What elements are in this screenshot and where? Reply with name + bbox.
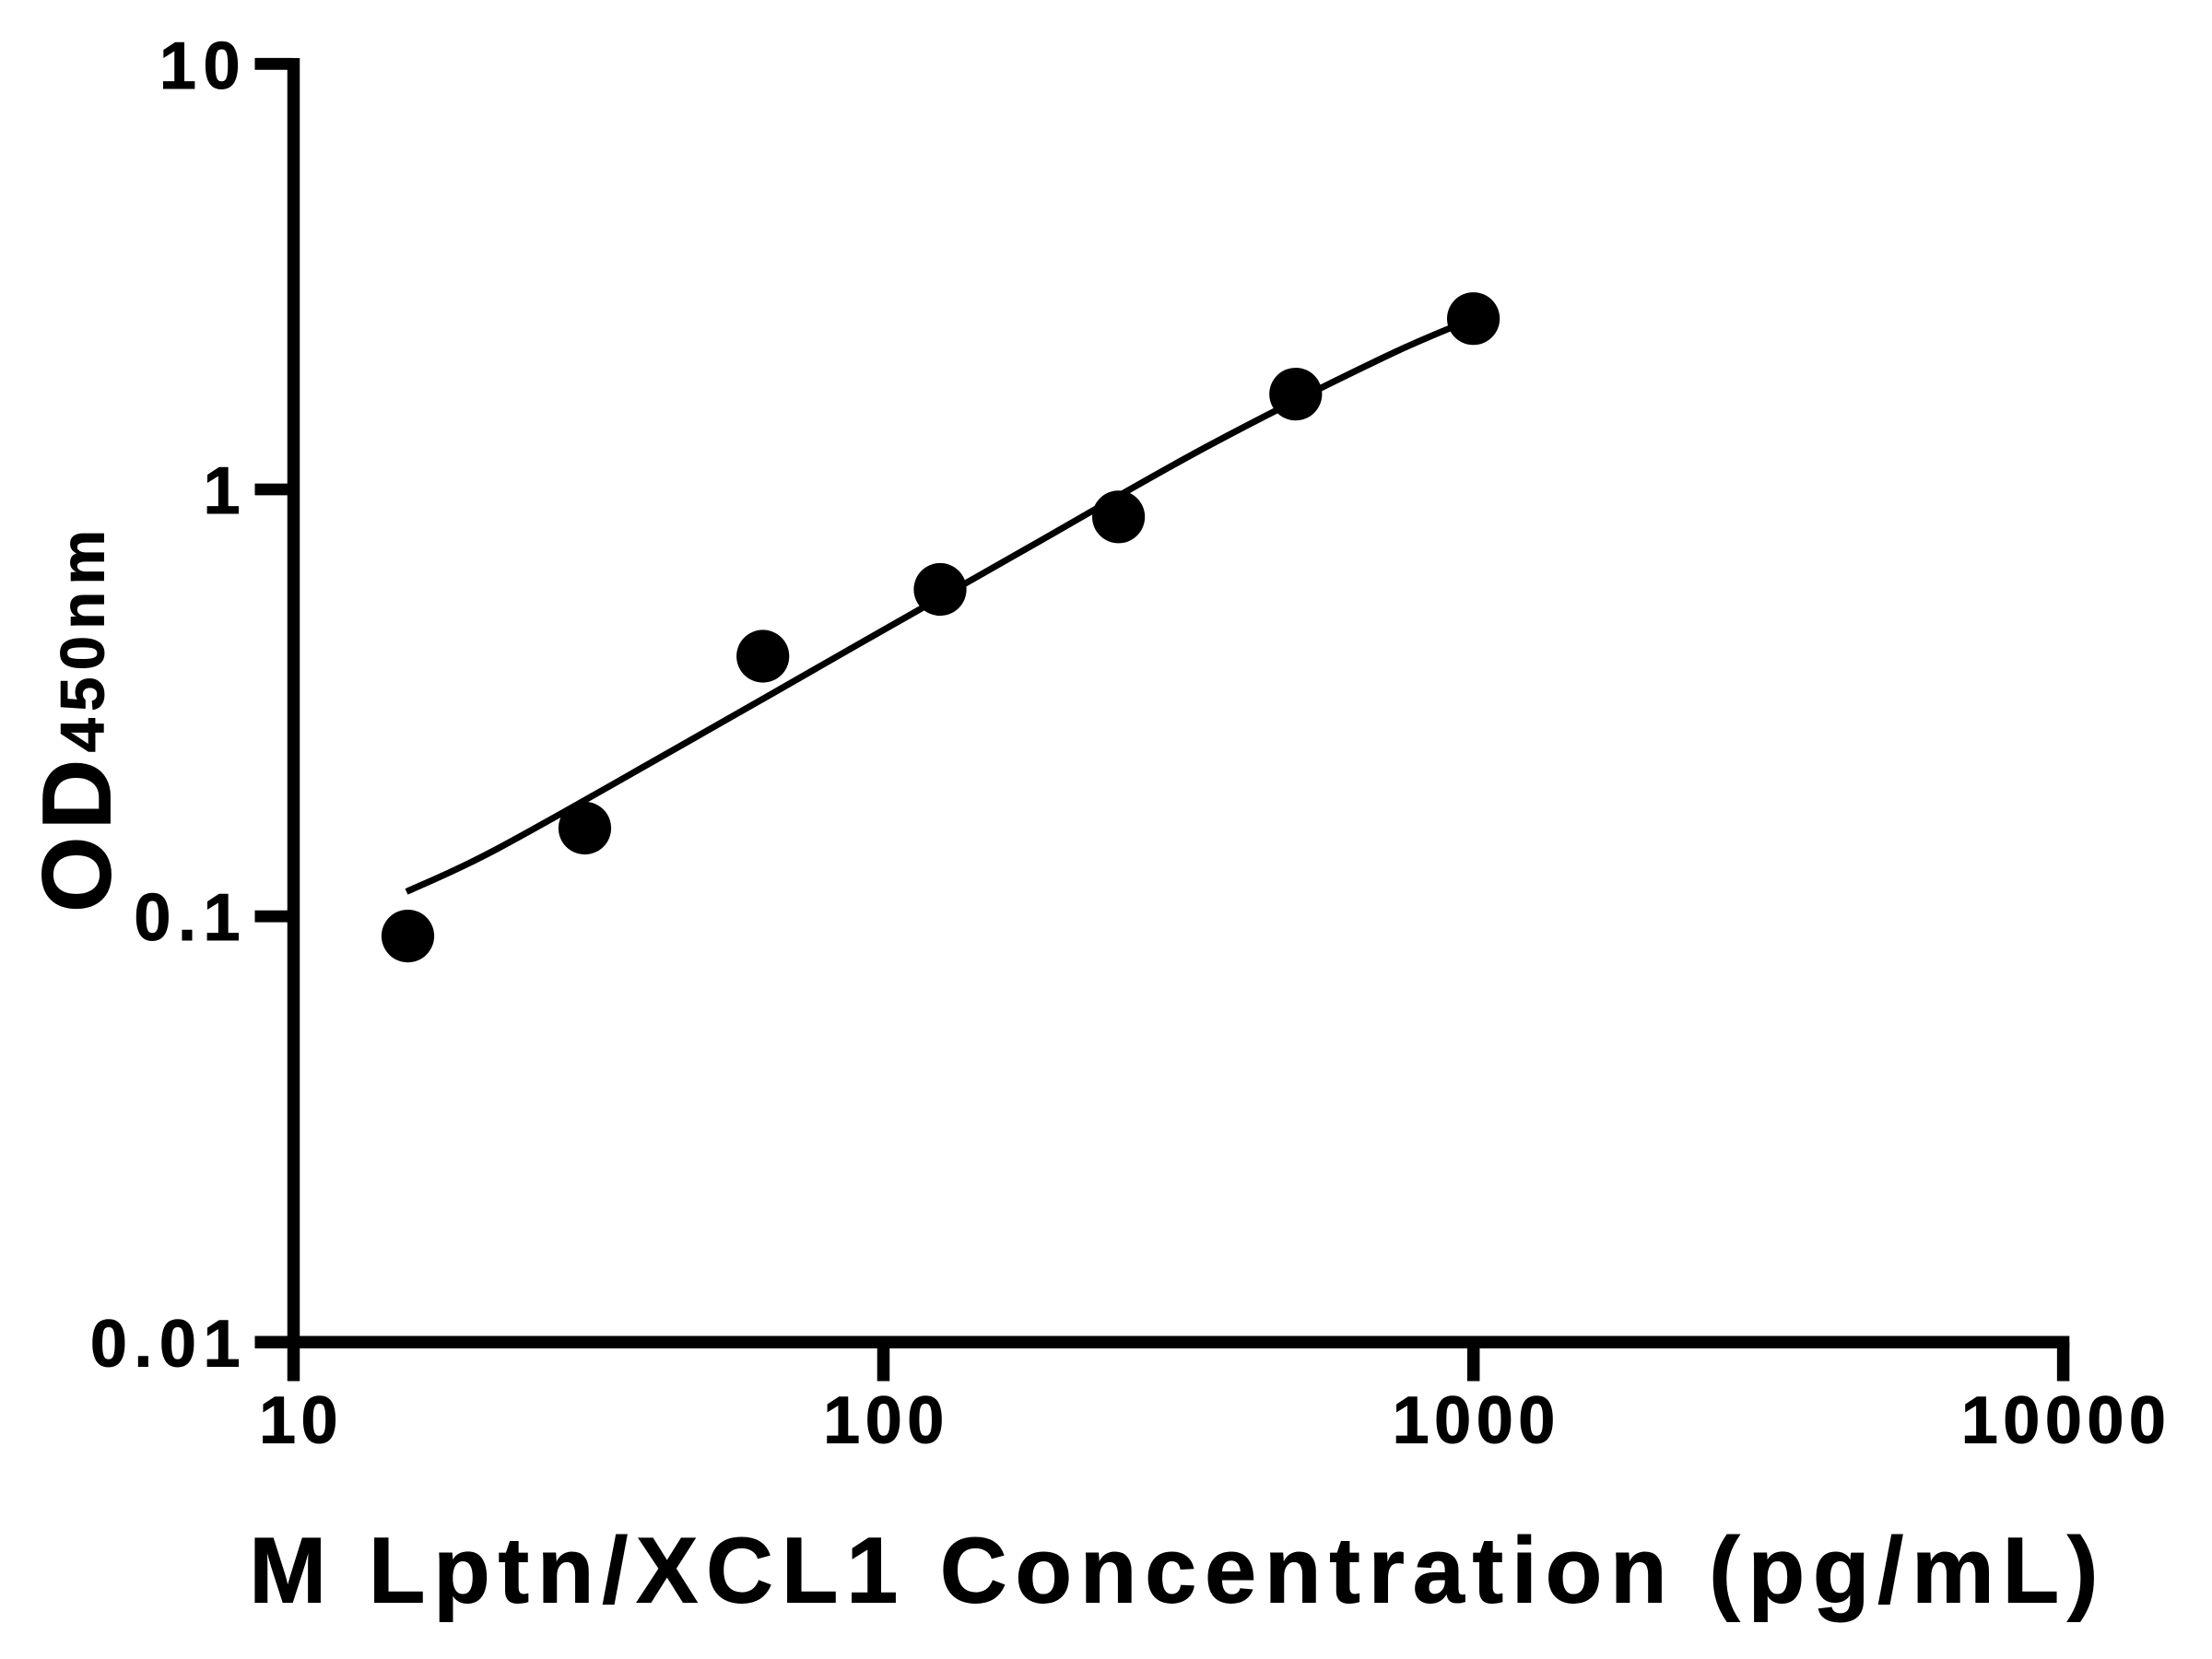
svg-text:OD450nm: OD450nm [23, 524, 132, 912]
svg-text:1: 1 [203, 454, 247, 528]
svg-text:0.1: 0.1 [134, 881, 247, 955]
svg-text:0.01: 0.01 [90, 1307, 247, 1381]
svg-text:10: 10 [159, 29, 247, 103]
svg-text:10: 10 [259, 1384, 343, 1458]
svg-text:100: 100 [823, 1384, 949, 1458]
svg-text:M Lptn/XCL1 Concentration (pg/: M Lptn/XCL1 Concentration (pg/mL) [249, 1519, 2106, 1622]
svg-text:1000: 1000 [1393, 1384, 1560, 1458]
svg-text:10000: 10000 [1961, 1384, 2171, 1458]
